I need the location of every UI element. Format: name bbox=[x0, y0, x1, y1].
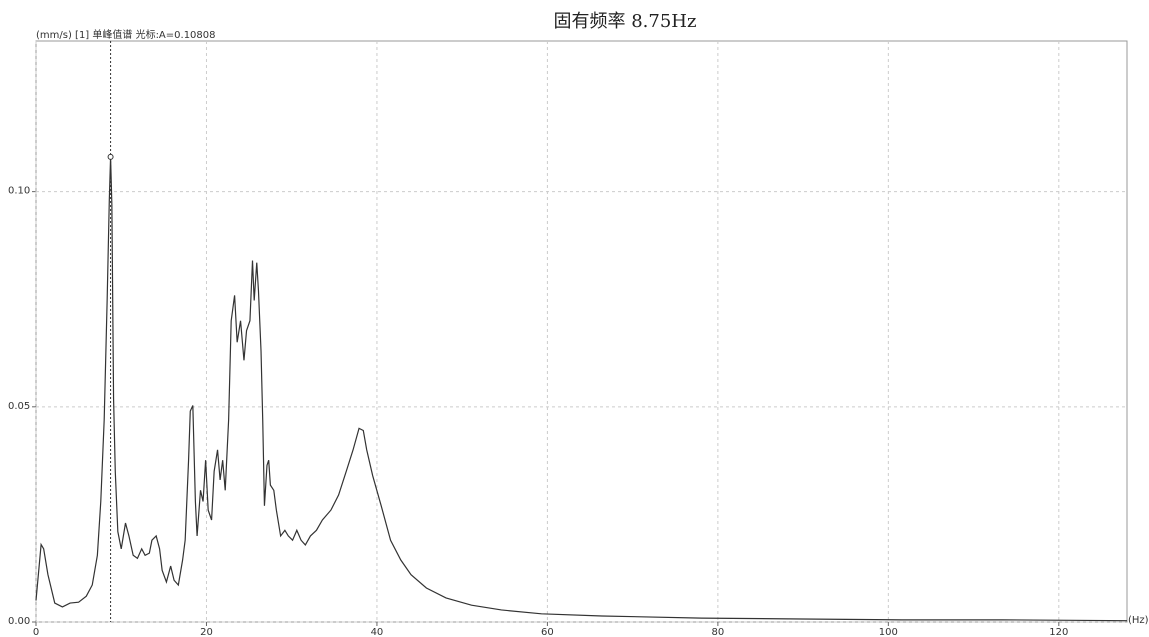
cursor-marker bbox=[107, 153, 114, 160]
plot-frame bbox=[35, 40, 1128, 623]
y-tick-label: 0.00 bbox=[8, 616, 30, 627]
y-tick-label: 0.10 bbox=[8, 186, 30, 197]
y-axis-label: (mm/s) [1] 单峰值谱 光标:A=0.10808 bbox=[36, 28, 216, 41]
chart-title: 固有频率 8.75Hz bbox=[554, 11, 697, 32]
x-tick-label: 60 bbox=[541, 627, 554, 637]
x-tick-label: 0 bbox=[33, 627, 39, 637]
x-tick-label: 100 bbox=[879, 627, 898, 637]
x-axis-label: (Hz) bbox=[1128, 615, 1149, 626]
x-tick-label: 120 bbox=[1049, 627, 1068, 637]
x-tick-label: 80 bbox=[712, 627, 725, 637]
x-tick-label: 20 bbox=[200, 627, 213, 637]
x-tick-label: 40 bbox=[371, 627, 384, 637]
y-tick-label: 0.05 bbox=[8, 401, 30, 412]
spectrum-line bbox=[35, 157, 1128, 622]
